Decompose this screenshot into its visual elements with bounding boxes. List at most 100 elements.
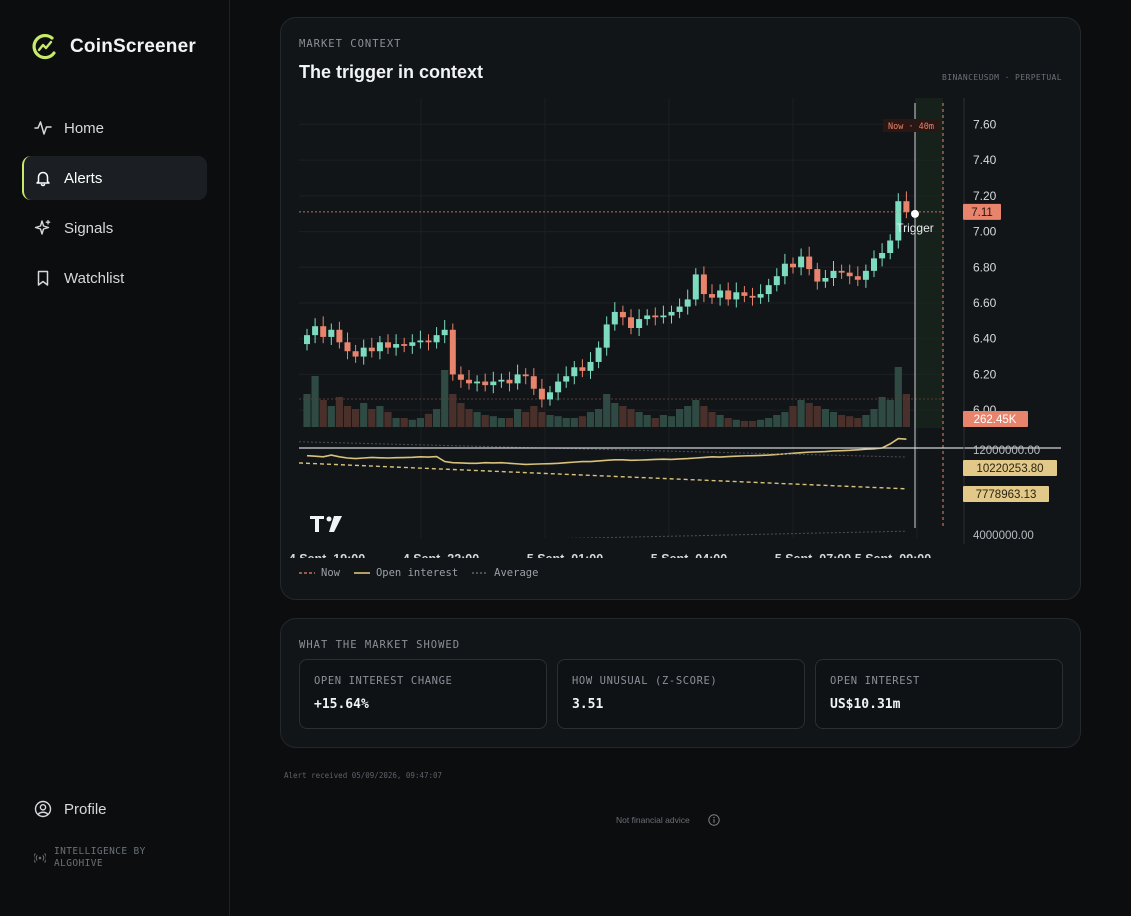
volume-bar <box>700 406 708 427</box>
candle-body <box>871 258 877 271</box>
volume-bar <box>489 416 497 427</box>
volume-bar <box>635 412 643 427</box>
price-tick-label: 6.40 <box>973 332 997 346</box>
candle-body <box>862 270 869 280</box>
candle-body <box>854 276 861 280</box>
candle-body <box>563 376 570 382</box>
candle-body <box>619 311 626 318</box>
candle-body <box>360 347 367 357</box>
legend-oi-swatch <box>353 572 370 574</box>
volume-bar <box>384 412 392 427</box>
candle-body <box>344 342 351 352</box>
candle-body <box>725 290 732 300</box>
average-band-upper <box>299 441 907 458</box>
volume-bar <box>303 394 311 427</box>
legend-open-interest: Open interest <box>353 567 458 579</box>
price-chart[interactable]: Now · 40m Trigger 7.60 7.40 7.20 7.00 6.80 6.6… <box>281 98 1062 558</box>
volume-bar <box>813 406 821 427</box>
candle-body <box>806 256 813 270</box>
volume-bar <box>408 419 416 427</box>
sidebar-item-profile[interactable]: Profile <box>34 800 107 818</box>
chart-grid <box>299 98 943 538</box>
candle-body <box>749 295 756 298</box>
watermark-shape <box>310 516 324 532</box>
legend-now-swatch <box>299 572 315 574</box>
sidebar-item-home[interactable]: Home <box>22 106 207 150</box>
volume-bar <box>748 421 757 427</box>
sidebar-item-alerts[interactable]: Alerts <box>22 156 207 200</box>
chart-axes: 7.607.407.207.006.806.606.406.206.001200… <box>289 98 1061 558</box>
legend-average: Average <box>472 567 538 579</box>
trigger-marker <box>911 209 919 218</box>
oi-tick-label: 12000000.00 <box>973 445 1040 457</box>
app-logo[interactable]: CoinScreener <box>32 33 196 61</box>
volume-bar <box>586 412 595 427</box>
price-tick-label: 6.20 <box>973 367 997 381</box>
volume-bar <box>424 413 433 427</box>
oi-current-tag: 10220253.80 <box>976 463 1043 475</box>
volume-bar <box>870 409 878 427</box>
volume-bar <box>368 409 376 427</box>
candle-body <box>717 290 724 298</box>
profile-label: Profile <box>64 800 107 818</box>
candle-body <box>798 256 805 268</box>
volume-bar <box>514 409 522 427</box>
volume-bar <box>319 400 327 427</box>
stat-label: OPEN INTEREST <box>830 675 920 687</box>
candle-body <box>838 270 845 273</box>
volume-bar <box>716 415 724 427</box>
candle-body <box>368 347 375 352</box>
alert-received-timestamp: Alert received 05/09/2026, 09:47:07 <box>284 771 443 780</box>
current-price-tag-bg <box>963 203 1001 220</box>
bell-icon <box>36 171 50 187</box>
candle-body <box>709 294 715 298</box>
candle-body <box>441 329 448 336</box>
candle-body <box>879 253 886 259</box>
volume-bar <box>667 416 676 427</box>
candle-body <box>628 317 634 328</box>
legend-now: Now <box>299 567 340 579</box>
candle-body <box>409 342 416 346</box>
volume-bar <box>659 415 667 427</box>
sidebar-item-label: Watchlist <box>64 269 125 287</box>
stat-value: +15.64% <box>314 697 369 712</box>
volume-bar <box>416 418 424 427</box>
sidebar-item-watchlist[interactable]: Watchlist <box>22 256 207 300</box>
volume-bar <box>505 418 514 427</box>
candle-body <box>684 299 691 307</box>
candle-body <box>457 374 464 380</box>
bookmark-icon <box>37 270 49 286</box>
current-price-tag: 7.11 <box>971 207 993 219</box>
volume-bar <box>740 421 748 427</box>
volume-bar <box>546 415 554 427</box>
market-stats-card: WHAT THE MARKET SHOWED OPEN INTEREST CHA… <box>280 618 1081 748</box>
volume-bar <box>376 406 384 427</box>
volume-bar <box>805 403 813 427</box>
sidebar-item-label: Alerts <box>64 169 103 187</box>
candlesticks <box>304 191 910 408</box>
disclaimer-text: Not financial advice <box>616 815 690 825</box>
candle-body <box>773 276 780 286</box>
volume-bar <box>522 412 530 427</box>
sidebar-item-signals[interactable]: Signals <box>22 206 207 250</box>
candle-body <box>449 329 456 375</box>
volume-bar <box>789 406 797 427</box>
volume-bar <box>465 409 473 427</box>
activity-icon <box>34 121 52 135</box>
candle-body <box>425 340 432 343</box>
candle-body <box>700 274 707 295</box>
average-band-lower <box>563 530 907 538</box>
volume-bar <box>327 406 335 427</box>
candle-body <box>466 379 472 384</box>
volume-bar <box>781 412 789 427</box>
info-icon[interactable] <box>708 814 720 826</box>
candle-body <box>668 311 675 316</box>
candle-body <box>506 379 513 384</box>
price-tick-label: 7.00 <box>973 225 997 239</box>
candle-body <box>401 344 408 346</box>
volume-bar <box>902 394 910 427</box>
now-tag: Now · 40m <box>888 122 934 132</box>
user-circle-icon <box>34 800 52 818</box>
price-tick-label: 6.80 <box>973 260 997 274</box>
market-context-title: The trigger in context <box>299 62 484 82</box>
